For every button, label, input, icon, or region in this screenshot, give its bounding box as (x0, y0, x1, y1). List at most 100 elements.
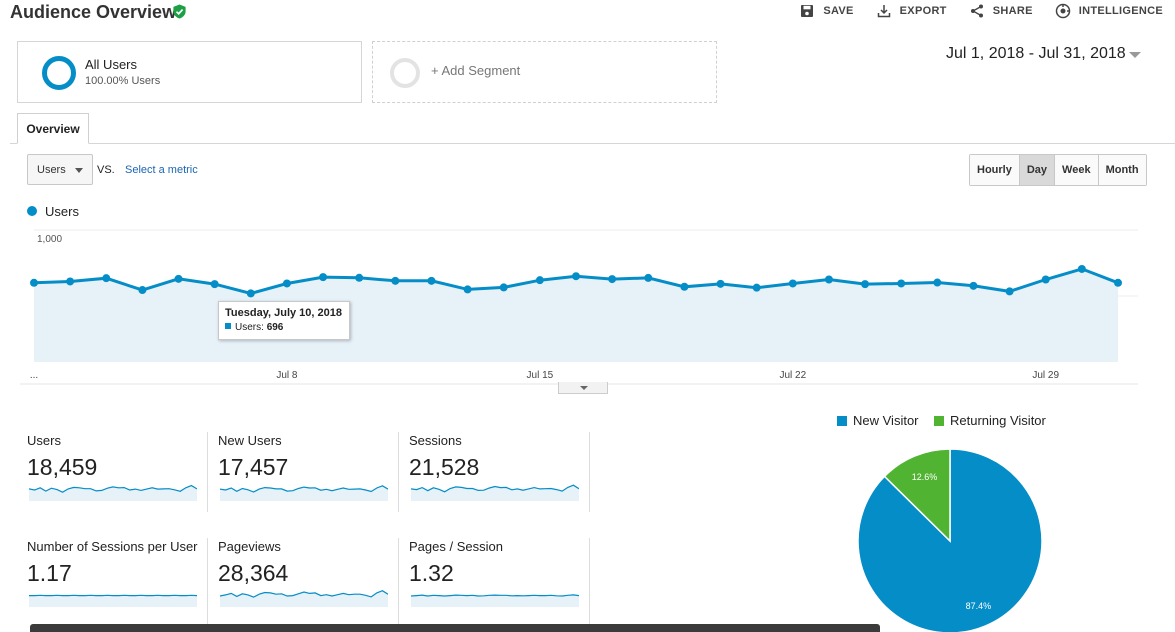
segment-ring-icon (42, 56, 76, 90)
data-point (572, 272, 580, 281)
data-point (282, 279, 291, 288)
visitor-pie-chart[interactable]: 87.4% 12.6% (855, 446, 1045, 632)
x-tick-label: ... (30, 370, 38, 381)
data-point (1005, 287, 1014, 296)
sparkline-line (411, 594, 579, 597)
x-tick-label: Jul 22 (779, 370, 806, 381)
legend-label: Users (45, 204, 79, 219)
export-button[interactable]: EXPORT (876, 3, 947, 19)
segment-all-users[interactable]: All Users 100.00% Users (17, 41, 362, 103)
x-tick-label: Jul 8 (276, 370, 298, 381)
metric-label: New Users (218, 433, 282, 448)
data-point (319, 273, 328, 282)
metric-sparkline (220, 590, 388, 607)
data-point (861, 280, 870, 289)
metric-sparkline (29, 594, 197, 607)
add-segment-button[interactable]: + Add Segment (372, 41, 717, 103)
chart-tooltip: Tuesday, July 10, 2018 Users: 696 (218, 301, 350, 340)
data-point (210, 280, 219, 289)
data-point (138, 286, 147, 295)
legend-dot (27, 206, 37, 216)
data-point (246, 289, 255, 298)
pie-legend-returning[interactable]: Returning Visitor (934, 413, 1046, 428)
metric-value: 1.32 (409, 560, 454, 586)
sparkline-line (220, 590, 388, 598)
tooltip-value: 696 (266, 322, 284, 333)
data-point (391, 276, 400, 285)
metric-card[interactable]: New Users 17,457 (218, 433, 400, 508)
metric-card[interactable]: Number of Sessions per User 1.17 (27, 539, 209, 614)
metric-value: 1.17 (27, 560, 72, 586)
share-button[interactable]: SHARE (969, 3, 1033, 19)
save-icon (801, 5, 814, 17)
intelligence-button[interactable]: INTELLIGENCE (1055, 3, 1163, 19)
granularity-hourly[interactable]: Hourly (970, 155, 1020, 185)
sparkline-area (29, 485, 197, 501)
chart-collapse-handle[interactable] (558, 382, 608, 394)
export-icon (877, 5, 890, 18)
granularity-day[interactable]: Day (1019, 155, 1056, 185)
metric-label: Pageviews (218, 539, 281, 554)
data-point (174, 274, 183, 283)
metric-select[interactable]: Users (27, 154, 93, 185)
sparkline-area (411, 594, 579, 607)
metric-card[interactable]: Pages / Session 1.32 (409, 539, 591, 614)
share-label: SHARE (992, 5, 1033, 17)
save-button[interactable]: SAVE (799, 3, 853, 19)
metric-card[interactable]: Users 18,459 (27, 433, 209, 508)
metric-sparkline (411, 484, 579, 501)
pie-slice (857, 448, 1043, 632)
metric-label: Pages / Session (409, 539, 503, 554)
metric-value: 17,457 (218, 454, 289, 480)
intelligence-icon (1055, 3, 1070, 19)
vs-label: VS. (97, 164, 115, 176)
tooltip-value-row: Users: 696 (225, 322, 343, 333)
data-point (644, 273, 653, 282)
sparkline-line (411, 484, 579, 493)
share-icon (970, 4, 983, 18)
date-range-picker[interactable]: Jul 1, 2018 - Jul 31, 2018 (946, 45, 1126, 62)
metric-sparkline (29, 484, 197, 501)
metric-divider (207, 538, 208, 632)
data-point (102, 274, 111, 283)
export-label: EXPORT (899, 5, 947, 17)
tooltip-date: Tuesday, July 10, 2018 (225, 307, 342, 319)
metric-card[interactable]: Sessions 21,528 (409, 433, 591, 508)
add-segment-label: + Add Segment (431, 63, 521, 78)
data-point (608, 275, 617, 284)
data-point (716, 279, 725, 288)
data-point (30, 278, 38, 287)
data-point (427, 276, 436, 285)
metric-sparkline (220, 485, 388, 501)
granularity-month[interactable]: Month (1098, 155, 1146, 185)
data-point (355, 273, 364, 282)
segment-name: All Users (85, 57, 138, 72)
metric-label: Sessions (409, 433, 462, 448)
tooltip-series-swatch (225, 323, 231, 329)
x-tick-label: Jul 29 (1032, 370, 1059, 381)
sparkline-line (220, 485, 388, 493)
metric-card[interactable]: Pageviews 28,364 (218, 539, 400, 614)
data-point (752, 283, 761, 292)
select-metric-link[interactable]: Select a metric (125, 164, 198, 176)
metric-value: 28,364 (218, 560, 289, 586)
metric-divider (589, 538, 590, 632)
pie-legend-new[interactable]: New Visitor (837, 413, 919, 428)
tooltip-label: Users: (235, 322, 264, 333)
granularity-week[interactable]: Week (1055, 155, 1099, 185)
os-taskbar (30, 624, 880, 632)
granularity-toggle: Hourly Day Week Month (969, 154, 1147, 186)
verified-shield-icon (173, 4, 186, 19)
add-segment-ring-icon (390, 58, 420, 88)
chevron-down-icon[interactable] (1129, 52, 1141, 58)
data-point (969, 281, 978, 290)
sparkline-area (411, 485, 579, 501)
sparkline-area (220, 485, 388, 501)
segment-percentage: 100.00% Users (85, 75, 161, 87)
data-point (499, 283, 508, 292)
page-title: Audience Overview (10, 2, 177, 22)
metric-label: Users (27, 433, 61, 448)
tab-overview[interactable]: Overview (17, 113, 89, 144)
data-point (824, 275, 833, 284)
